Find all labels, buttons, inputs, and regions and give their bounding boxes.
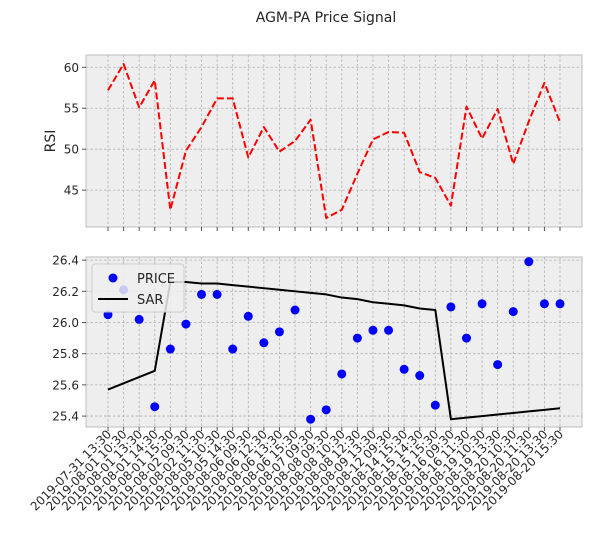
y-tick-label: 26.4 bbox=[52, 254, 79, 268]
price-series-point bbox=[368, 325, 378, 335]
price-series-point bbox=[306, 414, 316, 424]
price-series-point bbox=[352, 333, 362, 343]
price-series-point bbox=[243, 311, 253, 321]
y-tick-label: 45 bbox=[64, 184, 79, 198]
y-tick-label: 25.4 bbox=[52, 410, 79, 424]
y-tick-label: 25.6 bbox=[52, 378, 79, 392]
y-tick-label: 26.0 bbox=[52, 316, 79, 330]
price-series-point bbox=[228, 344, 238, 354]
panel-2: 25.4 25.6 25.8 26.0 26.2 26.4 PRICE SAR bbox=[52, 254, 583, 431]
price-series-point bbox=[181, 319, 191, 329]
price-series-point bbox=[446, 302, 456, 312]
legend-label-price: PRICE bbox=[137, 272, 175, 287]
y-tick-label: 25.8 bbox=[52, 347, 79, 361]
rsi-series-line bbox=[107, 63, 561, 219]
price-series-point bbox=[508, 307, 518, 317]
price-series-point bbox=[384, 325, 394, 335]
price-series-point bbox=[539, 299, 549, 309]
price-series-point bbox=[415, 371, 425, 381]
price-series-point bbox=[165, 344, 175, 354]
price-series-point bbox=[274, 327, 284, 337]
legend-label-sar: SAR bbox=[137, 293, 163, 308]
price-series-point bbox=[197, 289, 207, 299]
y-axis-label: RSI bbox=[43, 130, 59, 153]
price-series-point bbox=[134, 314, 144, 324]
price-series-point bbox=[337, 369, 347, 379]
plot-frame bbox=[85, 256, 583, 428]
price-series-point bbox=[430, 400, 440, 410]
y-tick-label: 55 bbox=[64, 102, 79, 116]
price-series-point bbox=[461, 333, 471, 343]
y-tick-label: 50 bbox=[64, 143, 79, 157]
price-series-point bbox=[290, 305, 300, 315]
price-series-point bbox=[321, 405, 331, 415]
legend-marker-price bbox=[108, 273, 118, 283]
y-tick-label: 60 bbox=[64, 61, 79, 75]
panel-1: 45 50 55 60 RSI bbox=[43, 54, 583, 231]
price-series-point bbox=[555, 299, 565, 309]
price-series-point bbox=[399, 364, 409, 374]
price-series-point bbox=[493, 360, 503, 370]
price-series-point bbox=[212, 289, 222, 299]
legend: PRICE SAR bbox=[91, 263, 185, 313]
price-series-point bbox=[259, 338, 269, 348]
price-series-point bbox=[524, 257, 534, 267]
y-tick-label: 26.2 bbox=[52, 285, 79, 299]
chart-title: AGM-PA Price Signal bbox=[256, 10, 397, 26]
price-series-point bbox=[150, 402, 160, 412]
plot-frame bbox=[85, 54, 583, 228]
price-series-point bbox=[477, 299, 487, 309]
